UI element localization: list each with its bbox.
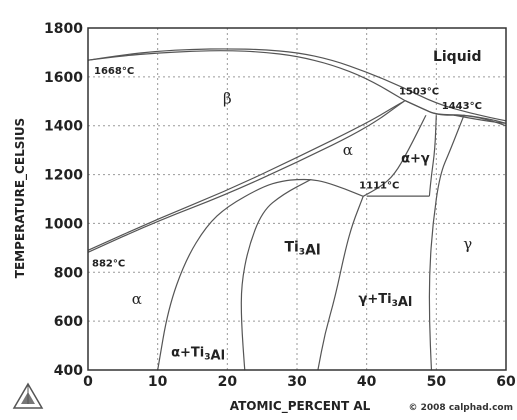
phase-region-label: α [132, 290, 142, 308]
invariant-point-label: 1443°C [442, 101, 482, 112]
phase-region-label: β [223, 90, 232, 108]
phase-region-label: Ti3Al [284, 240, 320, 259]
phase-region-label: α+γ [401, 151, 430, 166]
grid-lines [88, 28, 506, 370]
x-tick-label: 60 [496, 374, 516, 390]
y-tick-label: 800 [54, 265, 83, 281]
x-tick-label: 50 [427, 374, 447, 390]
x-tick-label: 30 [287, 374, 307, 390]
copyright-text: © 2008 calphad.com [409, 403, 514, 413]
x-tick-label: 10 [148, 374, 168, 390]
phase-boundary-curve [240, 178, 312, 371]
y-tick-label: 400 [54, 363, 83, 379]
plot-frame [87, 27, 507, 371]
invariant-point-label: 1668°C [94, 66, 134, 77]
phase-boundary-curve [404, 100, 507, 124]
phase-boundary-curve [157, 178, 364, 371]
phase-boundary-curve [362, 114, 427, 197]
x-axis-title: ATOMIC_PERCENT AL [230, 399, 371, 414]
y-tick-label: 600 [54, 314, 83, 330]
phase-region-label: γ [463, 235, 472, 253]
x-tick-label: 0 [83, 374, 93, 390]
phase-boundary-curve [87, 99, 406, 251]
phase-boundary-curve [87, 48, 507, 122]
x-tick-label: 40 [357, 374, 377, 390]
axis-ticks: 0 10 20 30 40 50 60 1800 1600 1400 1200 1000 800 600 4… [44, 21, 516, 390]
phase-labels: Liquid β α α+γ Ti3Al γ α γ+Ti3Al α+Ti3Al [132, 49, 482, 364]
y-tick-label: 1400 [44, 119, 83, 135]
phase-boundary-curve [428, 114, 465, 371]
phase-boundary-curve [87, 100, 406, 253]
phase-region-label: γ+Ti3Al [359, 292, 413, 310]
phase-region-label: α+Ti3Al [171, 346, 225, 364]
calphad-logo-icon [12, 382, 44, 409]
phase-boundary-curve [317, 196, 364, 371]
x-tick-label: 20 [218, 374, 238, 390]
invariant-point-label: 1503°C [399, 87, 439, 98]
phase-boundary-curve [428, 115, 437, 197]
y-tick-label: 1600 [44, 70, 83, 86]
phase-region-label: α [343, 141, 353, 159]
y-axis-title: TEMPERATURE_CELSIUS [13, 118, 28, 278]
invariant-point-label: 1111°C [359, 180, 399, 191]
y-tick-label: 1000 [44, 216, 83, 232]
phase-region-label: Liquid [433, 49, 482, 65]
phase-boundaries [87, 48, 507, 371]
y-tick-label: 1800 [44, 21, 83, 37]
invariant-point-label: 882°C [92, 258, 125, 269]
phase-boundary-curve [87, 50, 406, 102]
y-tick-label: 1200 [44, 168, 83, 184]
